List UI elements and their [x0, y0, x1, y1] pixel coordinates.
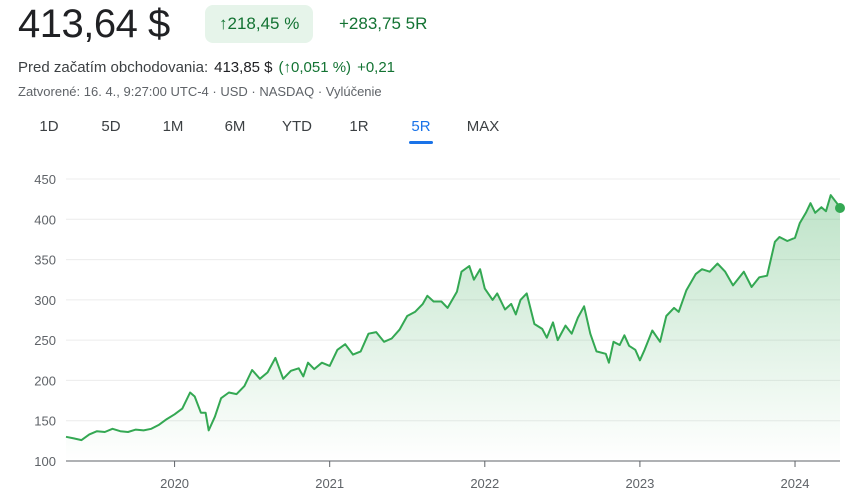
- x-tick-label: 2020: [160, 476, 189, 491]
- tab-6m[interactable]: 6M: [224, 118, 246, 135]
- tab-ytd[interactable]: YTD: [282, 118, 312, 135]
- tab-1m[interactable]: 1M: [162, 118, 184, 135]
- y-tick-label: 200: [34, 373, 56, 388]
- tab-max[interactable]: MAX: [466, 118, 500, 135]
- tab-5d[interactable]: 5D: [101, 118, 121, 135]
- change-absolute: +283,75 5R: [339, 14, 428, 33]
- y-tick-label: 450: [34, 172, 56, 187]
- tab-1d[interactable]: 1D: [39, 118, 59, 135]
- market-meta: Zatvorené: 16. 4., 9:27:00 UTC-4 · USD ·…: [18, 84, 382, 99]
- current-price-dot: [835, 203, 845, 214]
- price-line: [65, 194, 841, 442]
- y-tick-label: 350: [34, 253, 56, 268]
- x-tick-label: 2021: [315, 476, 344, 491]
- y-tick-label: 100: [34, 454, 56, 469]
- y-tick-label: 300: [34, 293, 56, 308]
- x-tick-label: 2024: [781, 476, 810, 491]
- premarket-abs: +0,21: [357, 59, 396, 76]
- x-tick-label: 2022: [470, 476, 499, 491]
- premarket-row: Pred začatím obchodovania: 413,85 $ (↑0,05…: [18, 59, 395, 76]
- y-tick-label: 150: [34, 414, 56, 429]
- tab-1r[interactable]: 1R: [349, 118, 369, 135]
- change-percent-badge: ↑218,45 %: [205, 5, 314, 43]
- premarket-label: Pred začatím obchodovania:: [18, 59, 209, 76]
- y-tick-label: 250: [34, 333, 56, 348]
- premarket-pct: (↑0,051 %): [278, 59, 352, 76]
- price-area: [66, 195, 840, 461]
- range-tabs: 1D 5D 1M 6M YTD 1R 5R MAX: [18, 118, 514, 144]
- y-tick-label: 400: [34, 212, 56, 227]
- tab-5r[interactable]: 5R: [390, 118, 452, 144]
- premarket-price: 413,85 $: [214, 59, 273, 76]
- current-price: 413,64 $: [18, 2, 170, 46]
- x-tick-label: 2023: [625, 476, 654, 491]
